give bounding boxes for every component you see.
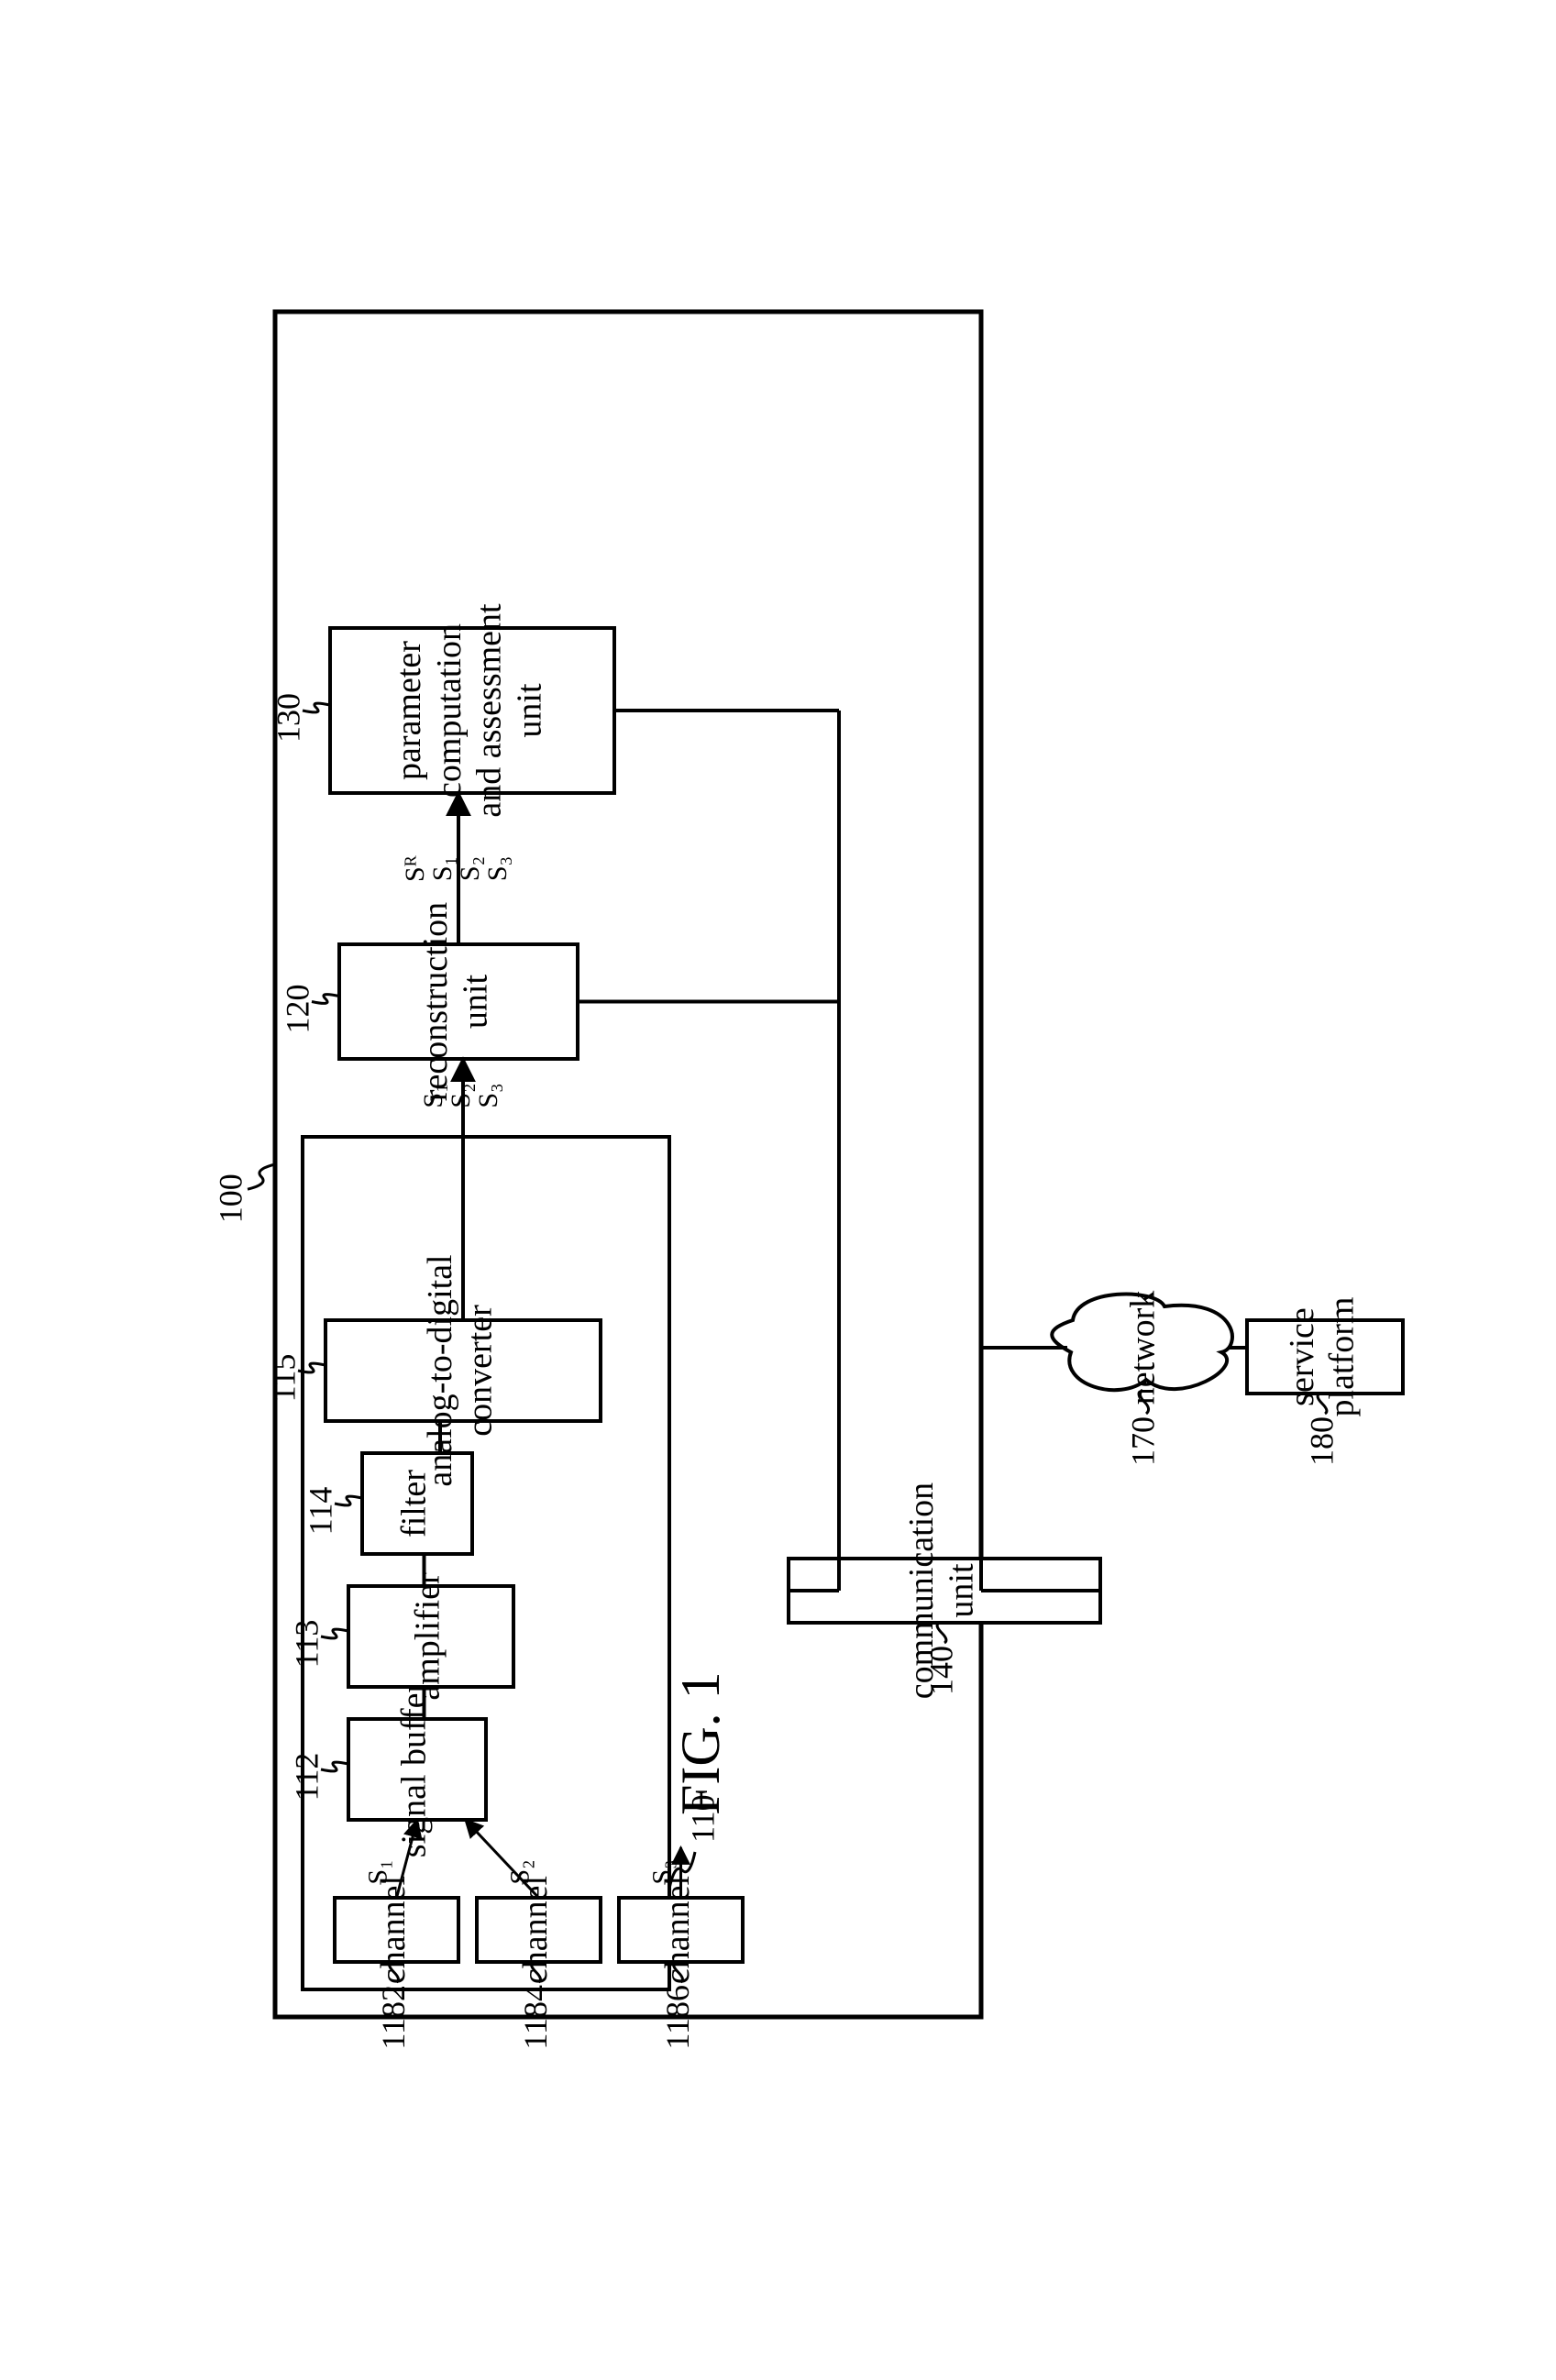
svg-text:channel: channel xyxy=(374,1876,413,1984)
svg-text:112: 112 xyxy=(288,1753,325,1802)
svg-text:180: 180 xyxy=(1303,1416,1340,1466)
svg-text:130: 130 xyxy=(270,693,306,743)
svg-text:channel: channel xyxy=(658,1876,697,1984)
svg-text:S₁: S₁ xyxy=(427,856,458,881)
svg-text:100: 100 xyxy=(212,1173,248,1223)
figure-caption: FIG. 1 xyxy=(669,1671,733,1815)
svg-text:and assessment: and assessment xyxy=(470,603,509,818)
svg-text:S₁: S₁ xyxy=(418,1083,448,1107)
svg-text:1182: 1182 xyxy=(375,1985,412,2050)
svg-text:S₃: S₃ xyxy=(646,1859,677,1884)
svg-text:network: network xyxy=(1124,1291,1163,1405)
svg-text:unit: unit xyxy=(510,683,548,738)
svg-text:1184: 1184 xyxy=(517,1985,554,2050)
svg-text:platform: platform xyxy=(1323,1297,1362,1417)
svg-text:S₂: S₂ xyxy=(446,1083,476,1107)
svg-text:amplifier: amplifier xyxy=(409,1572,447,1701)
block-diagram: 100110channel1182channel1184channel1186s… xyxy=(0,0,1556,2380)
svg-text:S₁: S₁ xyxy=(362,1859,392,1884)
svg-text:1186: 1186 xyxy=(659,1985,696,2050)
svg-text:114: 114 xyxy=(302,1487,338,1536)
svg-text:unit: unit xyxy=(457,975,495,1030)
svg-text:reconstruction: reconstruction xyxy=(416,902,455,1101)
svg-text:S₃: S₃ xyxy=(473,1083,503,1107)
svg-text:115: 115 xyxy=(265,1354,302,1403)
svg-text:120: 120 xyxy=(279,985,315,1034)
svg-text:channel: channel xyxy=(516,1876,555,1984)
svg-text:S₂: S₂ xyxy=(504,1859,535,1884)
svg-text:S₃: S₃ xyxy=(482,856,513,881)
svg-text:converter: converter xyxy=(461,1305,500,1437)
svg-text:113: 113 xyxy=(288,1620,325,1669)
svg-text:computation: computation xyxy=(430,623,469,798)
svg-text:170: 170 xyxy=(1124,1416,1161,1466)
svg-text:unit: unit xyxy=(943,1563,981,1618)
svg-text:140: 140 xyxy=(922,1646,959,1695)
svg-text:Sᴿ: Sᴿ xyxy=(400,854,430,882)
svg-text:S₂: S₂ xyxy=(455,856,485,881)
svg-text:parameter: parameter xyxy=(390,641,428,780)
svg-text:service: service xyxy=(1283,1307,1321,1406)
